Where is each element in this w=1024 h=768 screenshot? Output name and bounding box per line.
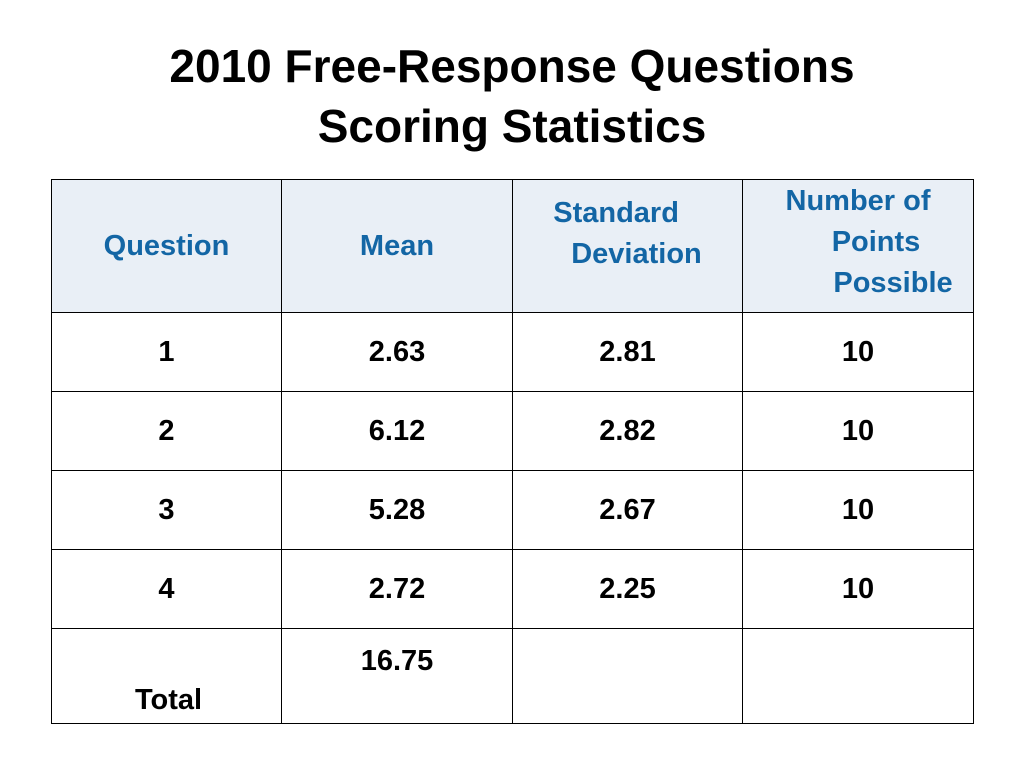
header-standard-deviation: Standard Deviation: [512, 179, 743, 313]
header-sd-line-2: Deviation: [571, 238, 702, 270]
cell-points-possible: 10: [742, 549, 974, 629]
table-row: 2 6.12 2.82 10: [51, 391, 974, 471]
cell-mean: 2.63: [281, 312, 513, 392]
slide-title: 2010 Free-Response Questions Scoring Sta…: [0, 36, 1024, 156]
header-question-label: Question: [103, 229, 230, 262]
cell-total-label: Total: [51, 628, 282, 724]
header-standard-deviation-label: Standard Deviation: [553, 193, 702, 275]
cell-standard-deviation: 2.81: [512, 312, 743, 392]
cell-points-possible: 10: [742, 391, 974, 471]
slide-title-line-1: 2010 Free-Response Questions: [169, 40, 855, 92]
scoring-statistics-table: Question Mean Standard Deviation Number …: [51, 179, 974, 724]
header-points-possible: Number of Points Possible: [742, 179, 974, 313]
header-points-line-2: Points: [831, 225, 921, 258]
table-row: 1 2.63 2.81 10: [51, 312, 974, 392]
header-points-line-3: Possible: [833, 266, 953, 299]
cell-standard-deviation: 2.82: [512, 391, 743, 471]
cell-question: 1: [51, 312, 282, 392]
cell-mean: 5.28: [281, 470, 513, 550]
header-question: Question: [51, 179, 282, 313]
table-header-row: Question Mean Standard Deviation Number …: [51, 179, 974, 313]
cell-question: 4: [51, 549, 282, 629]
table-total-row: Total 16.75: [51, 628, 974, 724]
cell-mean: 6.12: [281, 391, 513, 471]
cell-question: 3: [51, 470, 282, 550]
cell-standard-deviation: 2.67: [512, 470, 743, 550]
header-points-line-1: Number of: [785, 184, 931, 217]
cell-mean: 2.72: [281, 549, 513, 629]
header-mean: Mean: [281, 179, 513, 313]
cell-total-points-possible: [742, 628, 974, 724]
total-label-text: Total: [134, 684, 203, 716]
header-sd-line-1: Standard: [553, 197, 679, 229]
header-points-possible-label: Number of Points Possible: [763, 181, 953, 304]
cell-total-standard-deviation: [512, 628, 743, 724]
cell-standard-deviation: 2.25: [512, 549, 743, 629]
cell-points-possible: 10: [742, 312, 974, 392]
table-row: 3 5.28 2.67 10: [51, 470, 974, 550]
table-row: 4 2.72 2.25 10: [51, 549, 974, 629]
slide-title-line-2: Scoring Statistics: [317, 100, 707, 152]
cell-points-possible: 10: [742, 470, 974, 550]
header-mean-label: Mean: [359, 229, 435, 262]
cell-total-mean: 16.75: [281, 628, 513, 724]
cell-question: 2: [51, 391, 282, 471]
